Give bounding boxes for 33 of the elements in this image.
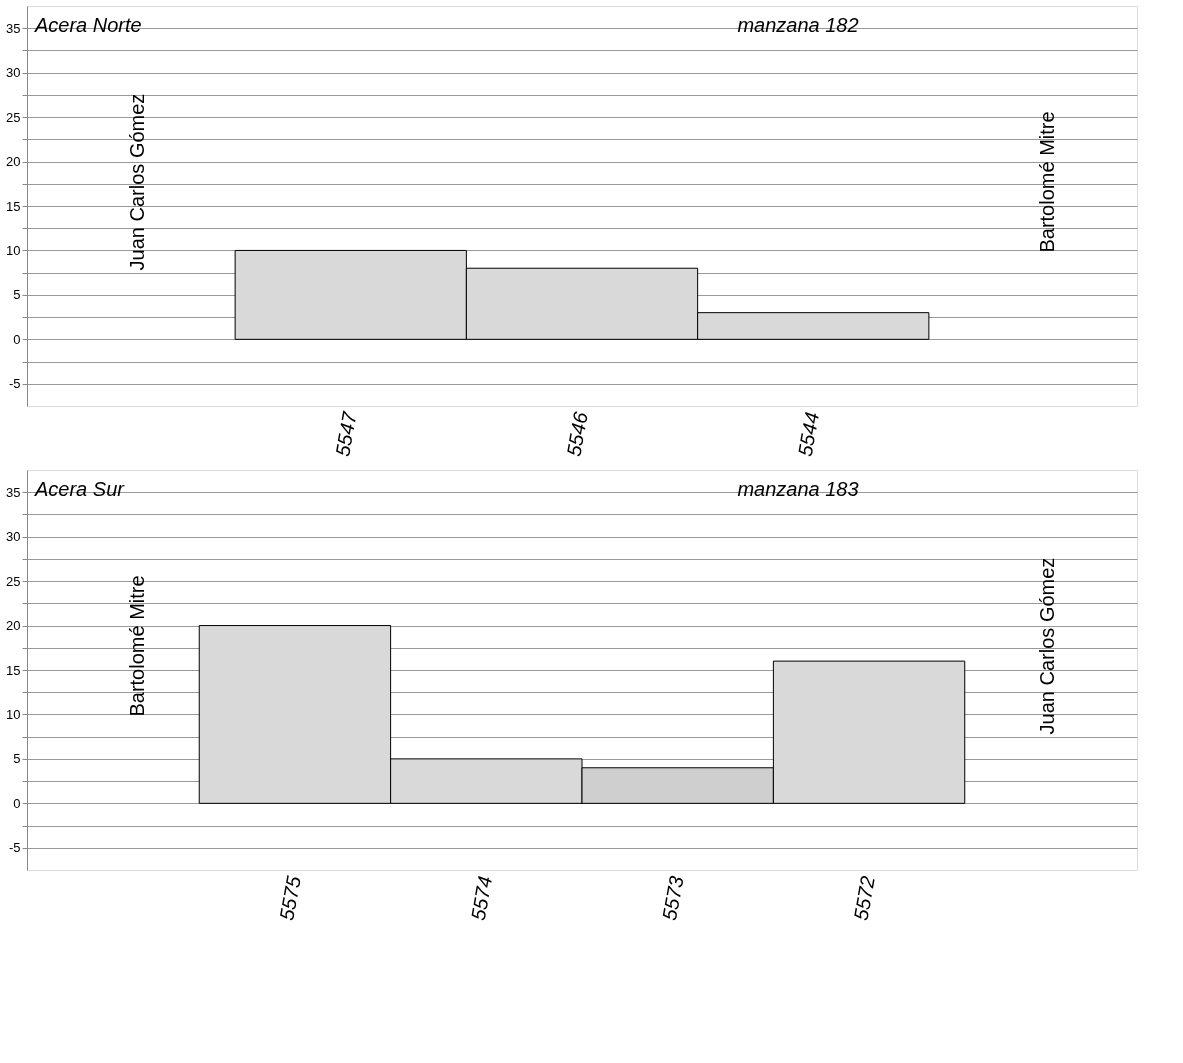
x-tick-label: 5574 (466, 874, 497, 923)
y-tick-label: 30 (6, 529, 21, 545)
y-tick-label: 0 (13, 331, 21, 347)
y-tick-label: 5 (13, 287, 21, 303)
annotation: Bartolomé Mitre (1036, 111, 1059, 253)
y-tick-label: -5 (8, 840, 21, 856)
annotation: Bartolomé Mitre (126, 575, 148, 717)
x-tick-label: 5544 (793, 410, 824, 459)
x-tick-label: 5575 (275, 873, 305, 923)
x-tick-label: 5573 (658, 874, 688, 923)
x-tick-label: 5547 (331, 409, 361, 459)
chart-subtitle: manzana 182 (737, 14, 859, 36)
y-tick-label: 20 (6, 618, 21, 634)
y-tick-label: 10 (6, 706, 21, 722)
annotation: Juan Carlos Gómez (126, 93, 148, 271)
chart-title: Acera Sur (34, 478, 126, 500)
chart-title: Acera Norte (34, 14, 142, 36)
y-tick-label: 25 (6, 573, 21, 589)
y-tick-label: 35 (6, 484, 21, 500)
y-tick-label: 15 (6, 662, 21, 678)
x-tick-label: 5572 (849, 874, 879, 923)
y-tick-label: 15 (6, 198, 21, 214)
y-tick-label: 10 (6, 242, 21, 258)
y-tick-label: 5 (13, 751, 21, 767)
annotation: Juan Carlos Gómez (1036, 557, 1059, 735)
y-tick-label: -5 (8, 376, 21, 392)
y-tick-label: 35 (6, 20, 21, 36)
chart-subtitle: manzana 183 (737, 478, 859, 500)
y-tick-label: 20 (6, 154, 21, 170)
y-tick-label: 25 (6, 109, 21, 125)
x-tick-label: 5546 (562, 409, 592, 459)
y-tick-label: 0 (13, 795, 21, 811)
y-tick-label: 30 (6, 65, 21, 81)
